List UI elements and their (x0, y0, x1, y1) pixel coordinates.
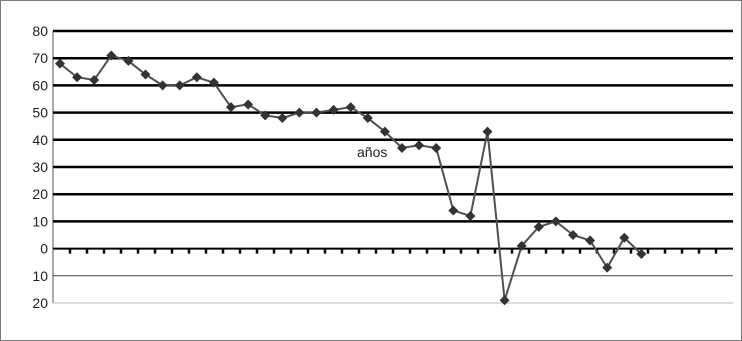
data-point (260, 110, 271, 121)
y-tick-label: 10 (32, 268, 48, 284)
data-point (465, 210, 476, 221)
y-tick-label: 80 (32, 23, 48, 39)
data-point (123, 55, 134, 66)
series-markers (55, 50, 647, 306)
data-point (311, 107, 322, 118)
data-point (516, 240, 527, 251)
y-tick-label: 0 (40, 241, 48, 257)
gridlines (53, 29, 733, 304)
data-point (243, 99, 254, 110)
y-tick-label: 50 (32, 105, 48, 121)
data-point (89, 74, 100, 85)
data-point (499, 295, 510, 306)
data-point (568, 230, 578, 240)
data-point (431, 142, 442, 153)
data-point (397, 142, 407, 153)
data-point (362, 113, 373, 124)
series-line (59, 54, 643, 301)
data-point (585, 235, 596, 246)
y-tick-label: 20 (32, 295, 48, 311)
data-point (345, 102, 356, 113)
data-point (174, 80, 185, 91)
data-point (191, 72, 202, 83)
data-point (140, 69, 151, 80)
annotation-label: años (357, 144, 387, 160)
data-point (619, 232, 630, 243)
data-point (636, 249, 647, 260)
y-tick-label: 40 (32, 132, 48, 148)
data-point (550, 216, 561, 227)
data-point (379, 126, 390, 137)
data-point (482, 126, 493, 137)
data-point (533, 221, 544, 232)
data-point (328, 104, 339, 115)
data-point (226, 102, 236, 113)
data-point (602, 262, 613, 273)
y-axis-tick-labels: 80 70 60 50 40 30 20 10 0 10 20 (32, 23, 48, 311)
data-point (294, 107, 305, 118)
y-tick-label: 20 (32, 186, 48, 202)
y-tick-label: 30 (32, 159, 48, 175)
y-tick-label: 60 (32, 77, 48, 93)
data-point (414, 140, 425, 151)
data-point (55, 58, 65, 69)
y-tick-label: 10 (32, 213, 48, 229)
y-tick-label: 70 (32, 50, 48, 66)
data-point (106, 50, 117, 61)
data-point (72, 72, 83, 83)
zero-line-tick-marks (68, 248, 718, 254)
data-point (277, 113, 288, 124)
data-point (448, 205, 459, 216)
data-point (208, 77, 219, 88)
data-point (157, 80, 168, 91)
